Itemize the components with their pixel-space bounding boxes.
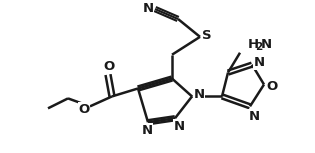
Text: 2: 2 [255,42,262,52]
Text: H: H [248,38,259,51]
Text: O: O [78,103,90,116]
Text: N: N [174,120,185,133]
Text: O: O [103,60,115,73]
Text: N: N [261,38,272,51]
Text: O: O [266,80,278,93]
Text: N: N [193,88,204,101]
Text: N: N [254,56,265,69]
Text: N: N [141,124,152,137]
Text: N: N [142,2,154,15]
Text: N: N [249,110,260,123]
Text: S: S [202,29,212,42]
